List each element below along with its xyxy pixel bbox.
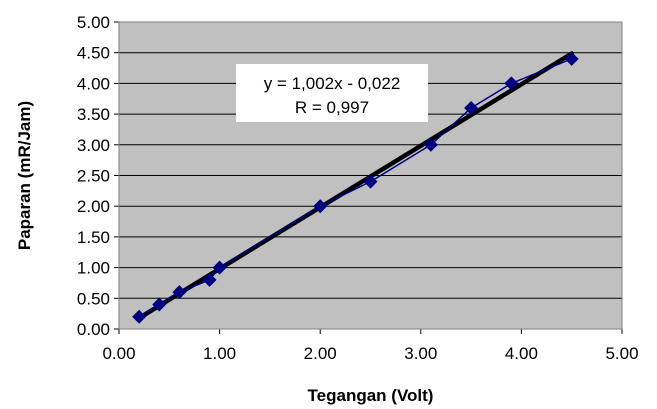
data-point	[504, 76, 519, 91]
equation-text: y = 1,002x - 0,022	[264, 74, 401, 93]
y-tick-label: 4.50	[77, 44, 110, 63]
y-tick-label: 0.50	[77, 289, 110, 308]
data-point	[152, 297, 167, 312]
x-tick-label: 2.00	[304, 344, 337, 363]
series-group	[132, 51, 579, 324]
data-point	[212, 260, 227, 275]
data-point	[132, 309, 147, 324]
equation-annotation: y = 1,002x - 0,022 R = 0,997	[236, 64, 428, 122]
y-tick-label: 0.00	[77, 320, 110, 339]
x-tick-label: 4.00	[505, 344, 538, 363]
x-tick-label: 0.00	[102, 344, 135, 363]
y-tick-label: 3.50	[77, 105, 110, 124]
data-point	[202, 272, 217, 287]
plot-border	[118, 21, 623, 330]
trendline	[136, 51, 574, 321]
data-point	[363, 174, 378, 189]
x-axis-label: Tegangan (Volt)	[308, 386, 434, 405]
data-point	[423, 137, 438, 152]
x-tick-label: 1.00	[203, 344, 236, 363]
trendline-group	[136, 51, 574, 321]
data-point	[564, 51, 579, 66]
x-tick-labels: 0.00 1.00 2.00 3.00 4.00 5.00	[102, 344, 638, 363]
data-point	[172, 285, 187, 300]
y-tick-label: 5.00	[77, 13, 110, 32]
y-tick-labels: 0.00 0.50 1.00 1.50 2.00 2.50 3.00 3.50 4.00 4.50…	[77, 13, 110, 339]
data-point	[313, 199, 328, 214]
y-tick-label: 4.00	[77, 74, 110, 93]
r-value-text: R = 0,997	[295, 98, 369, 117]
y-tick-label: 1.50	[77, 228, 110, 247]
x-tick-label: 5.00	[605, 344, 638, 363]
y-tick-label: 1.00	[77, 259, 110, 278]
y-tick-label: 2.50	[77, 167, 110, 186]
y-tick-label: 2.00	[77, 197, 110, 216]
y-tick-label: 3.00	[77, 136, 110, 155]
data-point	[464, 100, 479, 115]
x-tick-label: 3.00	[404, 344, 437, 363]
y-axis-label: Paparan (mR/Jam)	[15, 101, 34, 250]
equation-box	[236, 64, 428, 122]
